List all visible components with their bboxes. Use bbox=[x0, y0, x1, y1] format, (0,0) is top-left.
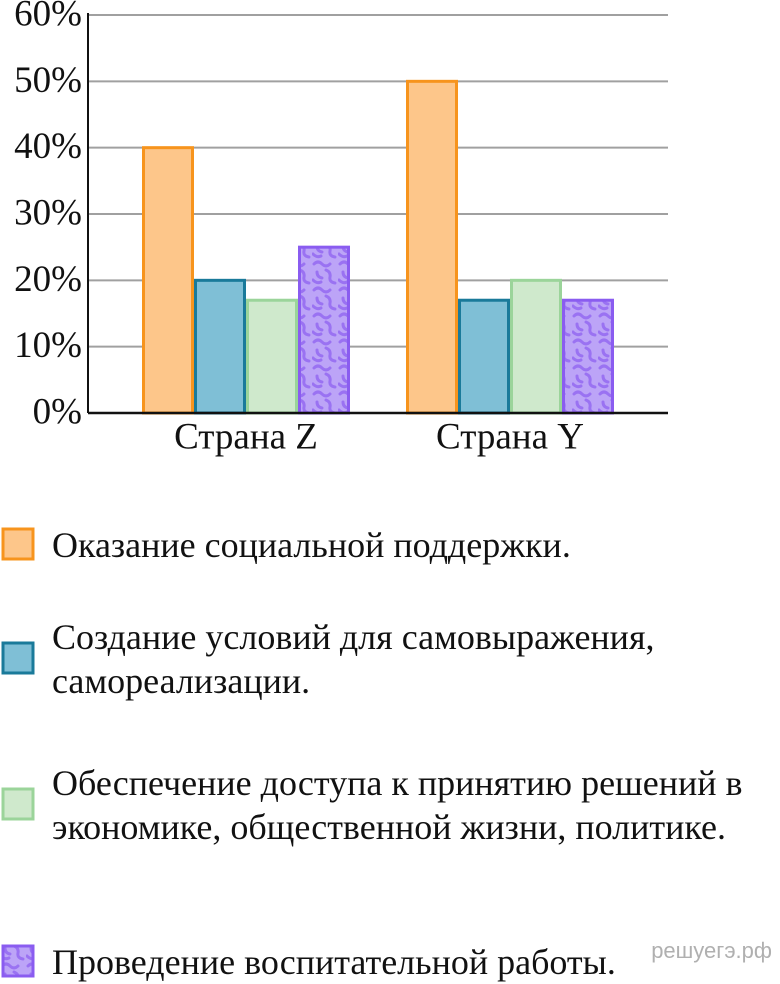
bar bbox=[510, 278, 562, 415]
y-tick-label: 0% bbox=[33, 391, 82, 432]
legend-swatch bbox=[1, 944, 35, 978]
bar bbox=[298, 245, 350, 415]
y-tick-label: 30% bbox=[14, 192, 82, 233]
legend-label: Оказание социальной поддержки. bbox=[52, 525, 571, 565]
y-tick-label: 60% bbox=[14, 0, 82, 34]
x-tick-label: Страна Y bbox=[436, 416, 584, 457]
bar bbox=[246, 298, 298, 415]
watermark: решуегэ.рф bbox=[651, 938, 772, 963]
legend-label: Проведение воспитательной работы. bbox=[52, 942, 616, 982]
legend-swatch bbox=[1, 641, 35, 675]
bar bbox=[406, 79, 458, 415]
bar bbox=[458, 298, 510, 415]
y-tick-label: 40% bbox=[14, 126, 82, 167]
legend-swatch bbox=[1, 527, 35, 561]
bar bbox=[562, 298, 614, 415]
legend-label: Обеспечение доступа к принятию решений в… bbox=[52, 763, 743, 847]
y-tick-label: 50% bbox=[14, 60, 82, 101]
legend-label: Создание условий для самовыражения, само… bbox=[52, 617, 655, 701]
legend-swatch bbox=[1, 787, 35, 821]
y-tick-label: 10% bbox=[14, 325, 82, 366]
bar bbox=[194, 278, 246, 415]
bar bbox=[142, 146, 194, 415]
x-tick-label: Страна Z bbox=[174, 416, 318, 457]
y-tick-label: 20% bbox=[14, 259, 82, 300]
